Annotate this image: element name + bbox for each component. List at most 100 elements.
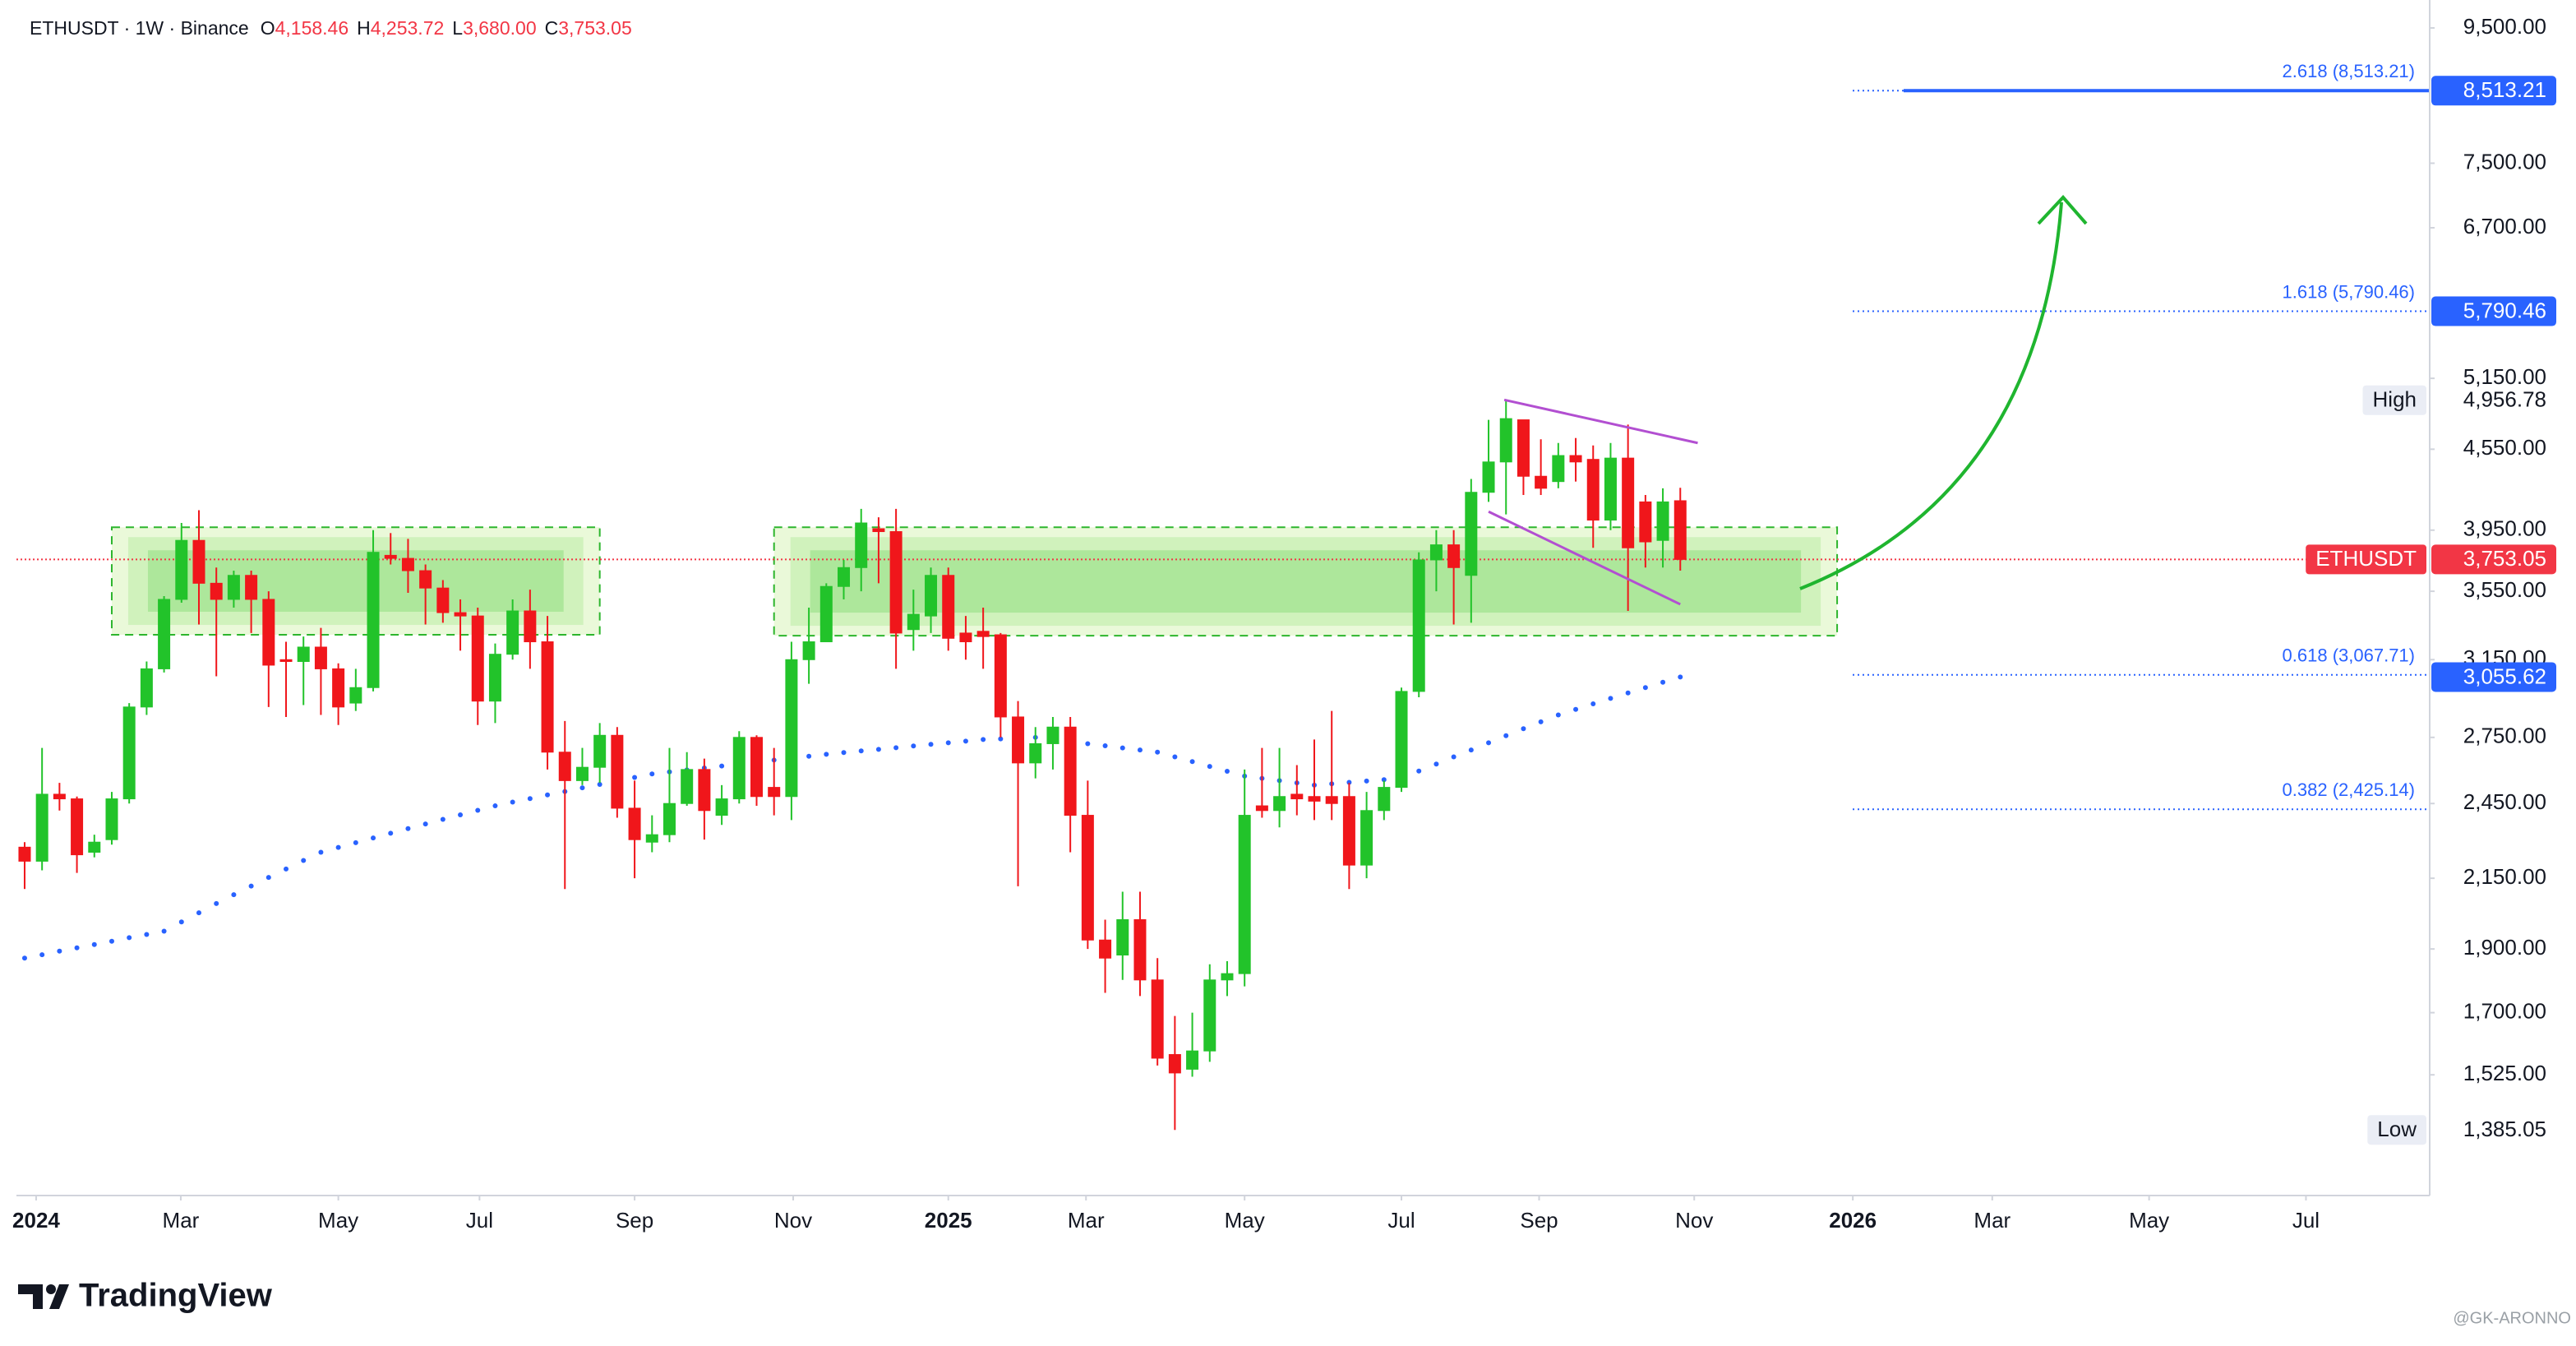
legend-header: ETHUSDT · 1W · Binance O4,158.46 H4,253.72… bbox=[30, 17, 632, 39]
candle-body bbox=[976, 631, 990, 637]
price-tag-title-box bbox=[2306, 544, 2426, 575]
candle-body bbox=[1482, 461, 1495, 493]
y-tick-label: 3,550.00 bbox=[2463, 577, 2546, 602]
candle-body bbox=[1221, 973, 1234, 981]
candle-body bbox=[88, 841, 101, 853]
ma-point bbox=[388, 830, 394, 836]
candle-body bbox=[1412, 559, 1425, 692]
brand-logo bbox=[18, 1284, 43, 1309]
candle-body bbox=[1378, 787, 1391, 812]
channel-line bbox=[1488, 510, 1681, 606]
candle-body bbox=[698, 769, 711, 812]
price-tag-title: ETHUSDT bbox=[2315, 546, 2417, 571]
price-tag-label: 4,956.78 bbox=[2463, 387, 2546, 412]
watermark: @GK-ARONNO bbox=[2453, 1309, 2571, 1327]
price-tag-title-box bbox=[2367, 1115, 2426, 1145]
ma-point bbox=[632, 775, 638, 780]
ma-point bbox=[1625, 690, 1631, 696]
candle-body bbox=[1255, 805, 1268, 812]
ma-point bbox=[1433, 761, 1439, 767]
candle-body bbox=[611, 734, 624, 809]
candle-body bbox=[71, 798, 84, 856]
candle-body bbox=[158, 599, 171, 669]
ohlc-value: 3,680.00 bbox=[463, 17, 537, 39]
candle-body bbox=[628, 807, 641, 840]
ohlc-letter: H bbox=[357, 17, 371, 39]
candle-body bbox=[488, 654, 501, 702]
y-tick-label: 3,950.00 bbox=[2463, 516, 2546, 541]
ma-point bbox=[527, 796, 533, 802]
ma-point bbox=[1642, 685, 1648, 691]
ma-point bbox=[1085, 741, 1091, 747]
candle-body bbox=[279, 659, 293, 663]
price-tag-title: High bbox=[2373, 387, 2417, 412]
candle-body bbox=[1081, 815, 1094, 941]
candle-body bbox=[262, 599, 275, 666]
x-tick-label: Sep bbox=[1520, 1208, 1558, 1233]
y-tick-label: 2,150.00 bbox=[2463, 864, 2546, 889]
candle-body bbox=[1151, 979, 1164, 1059]
ma-point bbox=[91, 941, 97, 947]
ma-point bbox=[841, 750, 847, 756]
x-tick-label: Mar bbox=[163, 1208, 200, 1233]
candle-body bbox=[105, 798, 118, 840]
candles bbox=[18, 400, 1687, 1131]
candle-body bbox=[1517, 419, 1530, 477]
axes: 9,500.00 7,500.00 6,700.00 5,150.00 4,550.00… bbox=[12, 14, 2546, 1233]
y-tick-label: 6,700.00 bbox=[2463, 214, 2546, 238]
candle-body bbox=[1586, 459, 1600, 521]
candle-body bbox=[1622, 457, 1635, 548]
candle-body bbox=[1325, 796, 1338, 804]
price-tag-label: 3,753.05 bbox=[2463, 546, 2546, 571]
ma-point bbox=[178, 919, 184, 925]
ma-point bbox=[963, 738, 968, 744]
candle-body bbox=[1064, 726, 1077, 816]
ma-point bbox=[1451, 754, 1457, 760]
ma-point bbox=[875, 747, 881, 752]
x-tick-label: Nov bbox=[774, 1208, 812, 1233]
y-tick-label: 2,750.00 bbox=[2463, 724, 2546, 748]
ma-point bbox=[196, 910, 201, 916]
fib-label: 1.618 (5,790.46) bbox=[2283, 281, 2415, 302]
candle-body bbox=[907, 613, 920, 631]
x-tick-label: 2025 bbox=[925, 1208, 972, 1233]
candle-body bbox=[1465, 492, 1478, 576]
candle-body bbox=[384, 554, 397, 559]
ma-point bbox=[1172, 754, 1178, 760]
ma-point bbox=[1503, 733, 1509, 738]
ma-point bbox=[945, 740, 951, 746]
ma-point bbox=[422, 821, 428, 827]
ohlc-letter: O bbox=[261, 17, 275, 39]
fib-label: 0.382 (2,425.14) bbox=[2283, 779, 2415, 800]
price-tag-label: 1,385.05 bbox=[2463, 1117, 2546, 1141]
candle-body bbox=[524, 610, 537, 643]
ma-point bbox=[1102, 743, 1108, 749]
ma-point bbox=[1346, 779, 1352, 785]
candle-body bbox=[1639, 501, 1652, 543]
candle-body bbox=[1046, 726, 1059, 744]
candle-body bbox=[715, 798, 728, 816]
ma-point bbox=[458, 812, 464, 817]
candle-body bbox=[1360, 810, 1373, 866]
price-tag-label: 3,055.62 bbox=[2463, 664, 2546, 688]
price-tag bbox=[2431, 544, 2556, 575]
candle-body bbox=[750, 737, 763, 798]
ma-point bbox=[597, 782, 602, 788]
x-tick-label: May bbox=[2129, 1208, 2169, 1233]
ma-point bbox=[719, 763, 725, 769]
candle-body bbox=[367, 552, 380, 688]
channel bbox=[1488, 398, 1698, 606]
y-tick-label: 7,500.00 bbox=[2463, 149, 2546, 173]
ma-point bbox=[1189, 759, 1195, 765]
candle-body bbox=[1099, 939, 1112, 959]
y-tick-label: 1,700.00 bbox=[2463, 998, 2546, 1023]
ohlc-letter: C bbox=[545, 17, 559, 39]
candle-body bbox=[1656, 501, 1669, 541]
fib-label: 0.618 (3,067.71) bbox=[2283, 645, 2415, 666]
brand-name: TradingView bbox=[79, 1278, 273, 1314]
candle-body bbox=[1273, 796, 1286, 812]
ma-point bbox=[57, 948, 62, 954]
candle-body bbox=[210, 582, 223, 600]
